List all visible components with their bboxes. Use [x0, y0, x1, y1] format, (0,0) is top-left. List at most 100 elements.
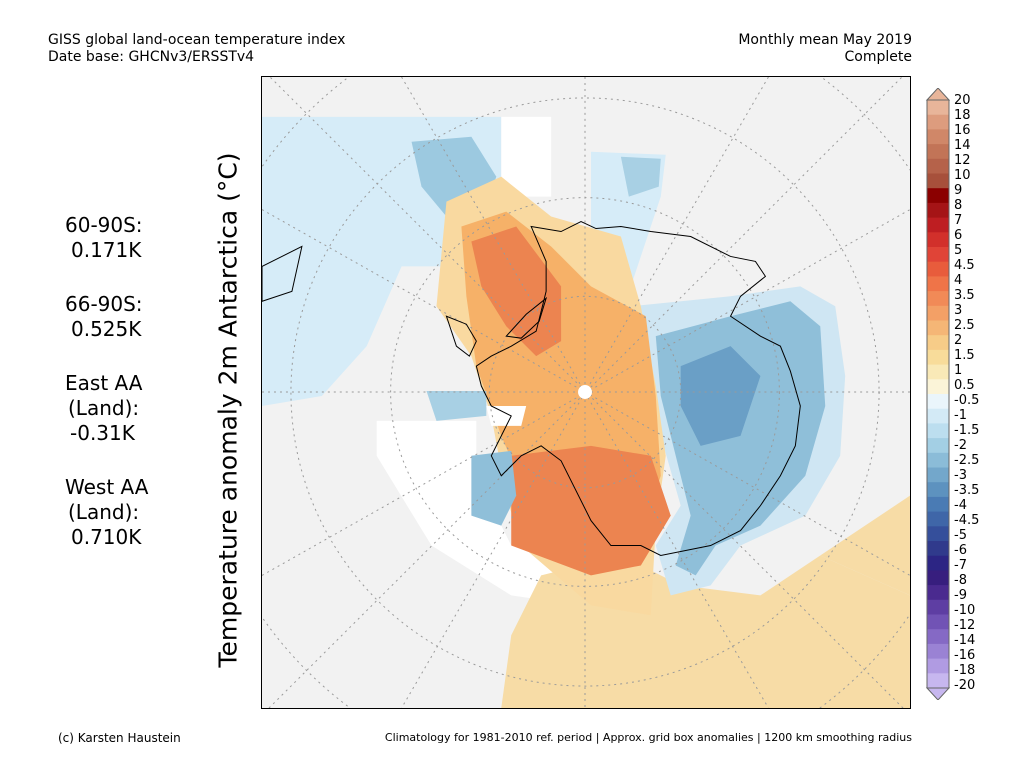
colorbar-tick-label: 5 [954, 243, 963, 258]
footnote-label: Climatology for 1981-2010 ref. period | … [384, 731, 912, 744]
colorbar-swatch [927, 114, 949, 130]
database-label: Date base: GHCNv3/ERSSTv4 [48, 49, 255, 65]
stat-label-2: (Land): [68, 396, 140, 420]
anomaly-region-dark-orange-peninsula [471, 226, 562, 357]
colorbar-swatch [927, 232, 949, 248]
colorbar-tick-label: 12 [954, 153, 971, 168]
stat-value: 0.525K [71, 317, 142, 341]
colorbar-swatch [927, 511, 949, 527]
colorbar-tick-label: 4 [954, 273, 963, 288]
colorbar-swatch [927, 173, 949, 189]
colorbar-swatch [927, 541, 949, 557]
stat-66-90s: 66-90S: 0.525K [62, 292, 182, 342]
region-stats: 60-90S: 0.171K 66-90S: 0.525K East AA (L… [62, 213, 182, 579]
colorbar-tick-label: -20 [954, 678, 976, 693]
colorbar-swatch [927, 526, 949, 542]
colorbar-swatch [927, 585, 949, 601]
antarctica-coastline [262, 220, 801, 557]
colorbar-tick-label: -10 [954, 603, 976, 618]
colorbar-tick-label: 2.5 [954, 318, 975, 333]
colorbar-tick-label: 6 [954, 228, 963, 243]
colorbar-tick-label: -2 [954, 438, 967, 453]
colorbar-tick-label: -1 [954, 408, 967, 423]
colorbar-swatch [927, 614, 949, 630]
anomaly-region-pale-yellow-e [820, 495, 910, 596]
status-label: Complete [844, 49, 912, 65]
stat-label: 60-90S: [65, 213, 143, 237]
colorbar-swatch [927, 261, 949, 277]
colorbar-swatch [927, 305, 949, 321]
stat-value: 0.171K [71, 238, 142, 262]
colorbar-tick-label: -16 [954, 648, 976, 663]
stat-label: West AA [65, 475, 149, 499]
colorbar [925, 88, 951, 700]
colorbar-swatch [927, 394, 949, 410]
colorbar-tick-label: 16 [954, 123, 971, 138]
stat-label: East AA [65, 371, 143, 395]
antarctica-anomaly-map [261, 76, 911, 709]
colorbar-tick-label: -5 [954, 528, 967, 543]
stat-east-aa: East AA (Land): -0.31K [62, 371, 182, 446]
credit-label: (c) Karsten Haustein [58, 731, 181, 745]
anomaly-region-mid-blue-east [680, 346, 761, 446]
colorbar-swatch [927, 629, 949, 645]
header-left: GISS global land-ocean temperature index… [48, 32, 345, 66]
anomaly-region-blue-w [426, 391, 487, 421]
stat-label: 66-90S: [65, 292, 143, 316]
colorbar-tick-label: -9 [954, 588, 967, 603]
period-label: Monthly mean May 2019 [738, 32, 912, 48]
colorbar-swatch [927, 335, 949, 351]
colorbar-tick-label: 0.5 [954, 378, 975, 393]
colorbar-swatch [927, 555, 949, 571]
colorbar-tick-label: -4 [954, 498, 967, 513]
colorbar-swatch [927, 496, 949, 513]
colorbar-swatch [927, 467, 949, 483]
header-right: Monthly mean May 2019 Complete [738, 32, 912, 66]
colorbar-tick-label: 20 [954, 93, 971, 108]
colorbar-tick-label: -7 [954, 558, 967, 573]
colorbar-outline [926, 99, 950, 689]
colorbar-swatch [927, 438, 949, 454]
anomaly-region-dark-orange-south [511, 445, 671, 576]
colorbar-tick-label: -0.5 [954, 393, 980, 408]
south-pole-marker [578, 385, 592, 399]
colorbar-tick-label: 10 [954, 168, 971, 183]
colorbar-bottom-arrow [925, 687, 951, 700]
colorbar-tick-label: -3.5 [954, 483, 980, 498]
colorbar-swatch [927, 129, 949, 145]
colorbar-swatch [927, 276, 949, 292]
colorbar-tick-label: -8 [954, 573, 967, 588]
colorbar-swatch [927, 320, 949, 336]
colorbar-swatch [927, 482, 949, 498]
colorbar-swatch [927, 349, 949, 366]
colorbar-swatch [927, 188, 949, 204]
colorbar-tick-label: -2.5 [954, 453, 980, 468]
colorbar-tick-label: 3 [954, 303, 963, 318]
y-axis-label: Temperature anomaly 2m Antarctica (°C) [213, 152, 243, 668]
colorbar-tick-label: 2 [954, 333, 963, 348]
colorbar-tick-label: 7 [954, 213, 963, 228]
colorbar-tick-label: 1.5 [954, 348, 975, 363]
colorbar-tick-label: 4.5 [954, 258, 975, 273]
colorbar-swatch [927, 202, 949, 219]
colorbar-swatch [927, 379, 949, 395]
colorbar-swatch [927, 100, 949, 116]
ocean-anomaly-fields [262, 116, 910, 708]
colorbar-tick-label: 9 [954, 183, 963, 198]
colorbar-tick-label: -14 [954, 633, 976, 648]
stat-value: 0.710K [71, 525, 142, 549]
colorbar-swatch [927, 643, 949, 660]
colorbar-swatch [927, 673, 949, 689]
colorbar-swatch [927, 217, 949, 233]
colorbar-swatch [927, 364, 949, 380]
colorbar-tick-label: 3.5 [954, 288, 975, 303]
colorbar-tick-label: -4.5 [954, 513, 980, 528]
colorbar-swatch [927, 408, 949, 424]
colorbar-swatch [927, 570, 949, 586]
colorbar-tick-label: -12 [954, 618, 976, 633]
map-title: GISS global land-ocean temperature index [48, 32, 346, 48]
anomaly-region-blue-ne [620, 156, 661, 197]
colorbar-swatch [927, 658, 949, 674]
colorbar-swatch [927, 291, 949, 307]
stat-60-90s: 60-90S: 0.171K [62, 213, 182, 263]
